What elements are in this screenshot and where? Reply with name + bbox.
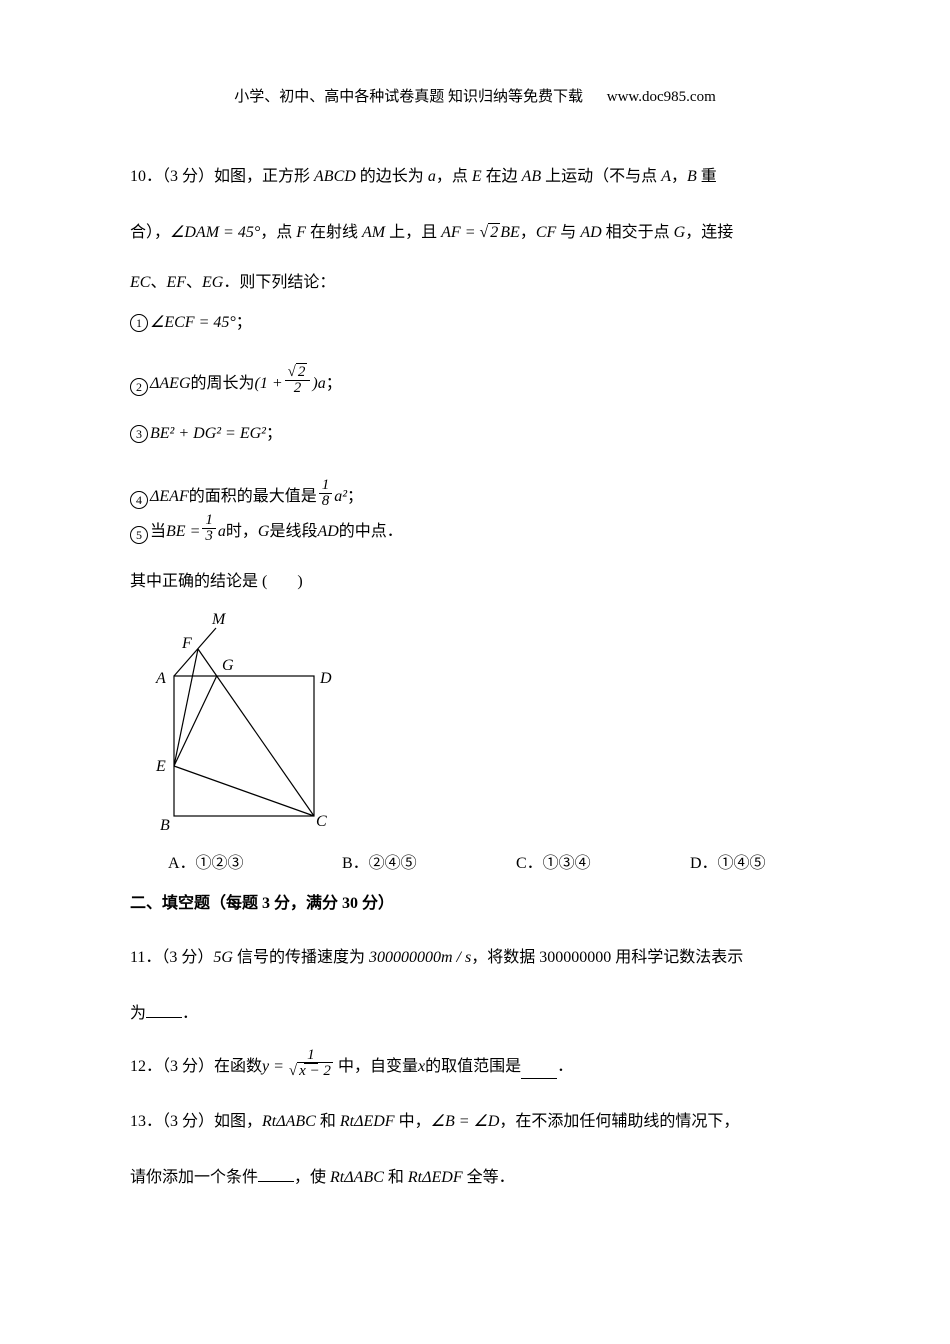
question-10: 10．（3 分）如图，正方形 ABCD 的边长为 a，点 E 在边 AB 上运动… <box>130 156 820 873</box>
page-header: 小学、初中、高中各种试卷真题 知识归纳等免费下载 www.doc985.com <box>130 85 820 106</box>
circle-1-icon: 1 <box>130 314 148 332</box>
label-G: G <box>222 657 234 674</box>
frac-sqrt2-2: 22 <box>285 365 311 396</box>
label-M: M <box>211 611 227 628</box>
circle-3-icon: 3 <box>130 425 148 443</box>
q10-line3: EC、EF、EG．则下列结论： <box>130 267 820 299</box>
option-A[interactable]: A．①②③ <box>168 849 338 873</box>
option-B[interactable]: B．②④⑤ <box>342 849 512 873</box>
blank-11[interactable] <box>146 1017 182 1018</box>
circle-5-icon: 5 <box>130 526 148 544</box>
question-13: 13．（3 分）如图，RtΔABC 和 RtΔEDF 中，∠B = ∠D，在不添… <box>130 1101 820 1143</box>
q10-cond4: 4ΔEAF 的面积的最大值是 18a²； <box>130 478 820 509</box>
frac-y: 1 x − 2 <box>286 1048 336 1079</box>
q10-cond5: 5当 BE = 13a 时，G 是线段 AD 的中点． <box>130 513 820 544</box>
q10-cond2: 2ΔAEG 的周长为 (1 + 22)a； <box>130 365 820 396</box>
question-13-line2: 请你添加一个条件，使 RtΔABC 和 RtΔEDF 全等． <box>130 1157 820 1199</box>
q10-options: A．①②③ B．②④⑤ C．①③④ D．①④⑤ <box>168 849 820 873</box>
sqrt2-icon: 2 <box>480 212 501 254</box>
label-E: E <box>155 758 166 775</box>
question-12: 12．（3 分）在函数 y = 1 x − 2 中，自变量 x 的取值范围是． <box>130 1048 820 1079</box>
q10-stem-end: 其中正确的结论是 () <box>130 566 820 598</box>
header-right: www.doc985.com <box>607 89 716 105</box>
label-B: B <box>160 817 170 834</box>
label-C: C <box>316 813 327 830</box>
q10-diagram: M F A G D E B C <box>144 606 820 839</box>
sqrt-x-2-icon: x − 2 <box>289 1064 333 1079</box>
q10-cond1: 1∠ECF = 45°； <box>130 307 820 339</box>
q10-cond3: 3BE² + DG² = EG²； <box>130 418 820 450</box>
option-C[interactable]: C．①③④ <box>516 849 686 873</box>
question-11: 11．（3 分）5G 信号的传播速度为 300000000m / s，将数据 3… <box>130 937 820 979</box>
circle-2-icon: 2 <box>130 378 148 396</box>
section-2-heading: 二、填空题（每题 3 分，满分 30 分） <box>130 889 820 913</box>
header-left: 小学、初中、高中各种试卷真题 知识归纳等免费下载 <box>234 89 583 105</box>
label-F: F <box>181 635 192 652</box>
sqrt-icon: 2 <box>288 365 308 380</box>
q10-line2: 合），∠DAM = 45°，点 F 在射线 AM 上，且 AF = 2BE，CF… <box>130 212 820 254</box>
frac-1-3: 13 <box>202 513 216 544</box>
circle-4-icon: 4 <box>130 491 148 509</box>
question-11-line2: 为． <box>130 993 820 1035</box>
frac-1-8: 18 <box>319 478 333 509</box>
label-A: A <box>155 670 166 687</box>
blank-13[interactable] <box>258 1181 294 1182</box>
label-D: D <box>319 670 332 687</box>
blank-12[interactable] <box>521 1078 557 1079</box>
option-D[interactable]: D．①④⑤ <box>690 849 766 873</box>
q10-line1: 10．（3 分）如图，正方形 ABCD 的边长为 a，点 E 在边 AB 上运动… <box>130 156 820 198</box>
